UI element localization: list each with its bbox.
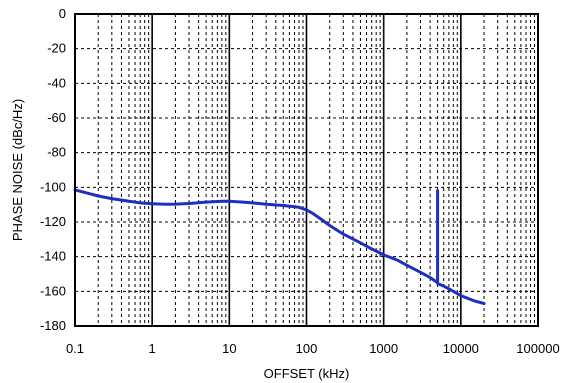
y-tick-label: -100 [40,179,66,194]
x-tick-label: 10 [222,341,236,356]
plot-frame [74,13,539,327]
x-tick-label: 10000 [443,341,479,356]
x-tick-label: 100000 [516,341,559,356]
x-tick-label: 1 [149,341,156,356]
y-tick-label: -20 [47,41,66,56]
grid-lines [75,14,538,326]
x-axis-title: OFFSET (kHz) [264,366,350,381]
y-tick-label: -40 [47,75,66,90]
series-layer [73,188,486,305]
y-tick-label: -140 [40,249,66,264]
y-tick-label: -120 [40,214,66,229]
tick-labels: 0.1 1 10 100 1000 10000 100000 0 -20 -40 -60 -80 -10… [40,6,560,356]
x-tick-label: 1000 [369,341,398,356]
x-tick-label: 0.1 [66,341,84,356]
y-axis-title: PHASE NOISE (dBc/Hz) [10,99,25,241]
x-tick-label: 100 [296,341,318,356]
y-tick-label: -60 [47,110,66,125]
y-tick-label: -80 [47,145,66,160]
y-tick-label: -160 [40,283,66,298]
y-tick-label: 0 [59,6,66,21]
y-tick-label: -180 [40,318,66,333]
phase-noise-series-line [73,188,486,305]
